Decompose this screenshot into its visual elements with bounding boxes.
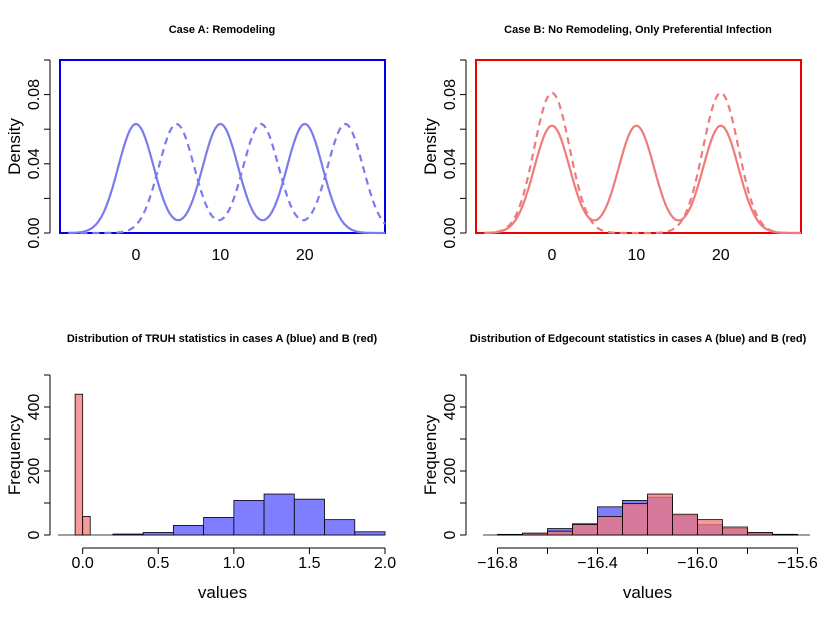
- hist-bar-red: [82, 516, 91, 536]
- plot-frame: [475, 59, 802, 234]
- x-tick-label: −16.0: [677, 555, 718, 572]
- y-tick-label: 200: [26, 458, 43, 485]
- x-tick-label: −16.8: [477, 555, 518, 572]
- y-tick-label: 0.08: [442, 79, 459, 110]
- hist-bar-red: [722, 526, 748, 536]
- x-tick-label: 0.0: [72, 555, 94, 572]
- hist-bar-red: [522, 532, 548, 536]
- hist-bar-blue: [172, 525, 205, 536]
- hist-bar-red: [74, 393, 84, 536]
- hist-bar-blue: [263, 493, 295, 536]
- hist-bar-red: [772, 533, 798, 536]
- density-line-solid: [484, 124, 801, 235]
- x-tick-label: 1.5: [298, 555, 320, 572]
- chart-title: Case A: Remodeling: [169, 24, 276, 36]
- hist-bar-red: [697, 519, 723, 536]
- hist-bar-red: [597, 516, 623, 536]
- y-axis-label: Frequency: [5, 414, 24, 495]
- hist-bar-blue: [233, 500, 265, 536]
- panel-4: Distribution of Edgecount statistics in …: [421, 333, 818, 602]
- x-tick-label: 0: [132, 247, 141, 264]
- y-tick-label: 0.04: [442, 148, 459, 179]
- hist-bar-red: [747, 532, 773, 536]
- y-tick-label: 0.00: [26, 217, 43, 248]
- y-tick-label: 0: [26, 530, 43, 539]
- y-axis-label: Density: [421, 118, 440, 175]
- panel-3: Distribution of TRUH statistics in cases…: [5, 333, 396, 602]
- density-line-dashed: [484, 91, 801, 235]
- panel-1: Case A: Remodeling Density 0.00 0.04 0.08 0 10…: [5, 24, 386, 264]
- hist-bar-blue: [293, 498, 325, 536]
- y-tick-label: 0.00: [442, 217, 459, 248]
- chart-title: Distribution of Edgecount statistics in …: [470, 333, 807, 345]
- density-line-solid: [68, 122, 385, 235]
- hist-bar-red: [547, 530, 573, 536]
- hist-bar-blue: [142, 532, 174, 536]
- y-tick-label: 400: [26, 394, 43, 421]
- x-tick-label: 20: [712, 247, 730, 264]
- hist-bar-blue: [112, 533, 144, 536]
- x-axis-label: values: [198, 583, 247, 602]
- hist-bar-red: [572, 524, 598, 536]
- y-tick-label: 200: [442, 458, 459, 485]
- hist-bar-blue: [324, 519, 356, 536]
- density-line-dashed: [68, 122, 386, 235]
- x-tick-label: −16.4: [577, 555, 618, 572]
- x-tick-label: 1.0: [223, 555, 245, 572]
- x-axis-label: values: [623, 583, 672, 602]
- x-tick-label: 0.5: [147, 555, 169, 572]
- y-tick-label: 0.04: [26, 148, 43, 179]
- chart-title: Case B: No Remodeling, Only Preferential…: [504, 24, 772, 36]
- hist-bar-blue: [203, 517, 235, 536]
- hist-bar-red: [672, 513, 698, 536]
- chart-title: Distribution of TRUH statistics in cases…: [67, 333, 378, 345]
- hist-bar-red: [622, 503, 648, 536]
- plot-frame: [59, 59, 386, 234]
- x-tick-label: 20: [296, 247, 314, 264]
- y-axis-label: Density: [5, 118, 24, 175]
- x-tick-label: 10: [211, 247, 229, 264]
- x-tick-label: 10: [627, 247, 645, 264]
- y-tick-label: 400: [442, 394, 459, 421]
- x-tick-label: 0: [548, 247, 557, 264]
- panel-2: Case B: No Remodeling, Only Preferential…: [421, 24, 802, 264]
- x-tick-label: 2.0: [374, 555, 396, 572]
- hist-bar-red: [647, 493, 673, 536]
- y-axis-label: Frequency: [421, 414, 440, 495]
- x-tick-label: −15.6: [777, 555, 818, 572]
- hist-bar-blue: [354, 531, 386, 536]
- y-tick-label: 0.08: [26, 79, 43, 110]
- y-tick-label: 0: [442, 530, 459, 539]
